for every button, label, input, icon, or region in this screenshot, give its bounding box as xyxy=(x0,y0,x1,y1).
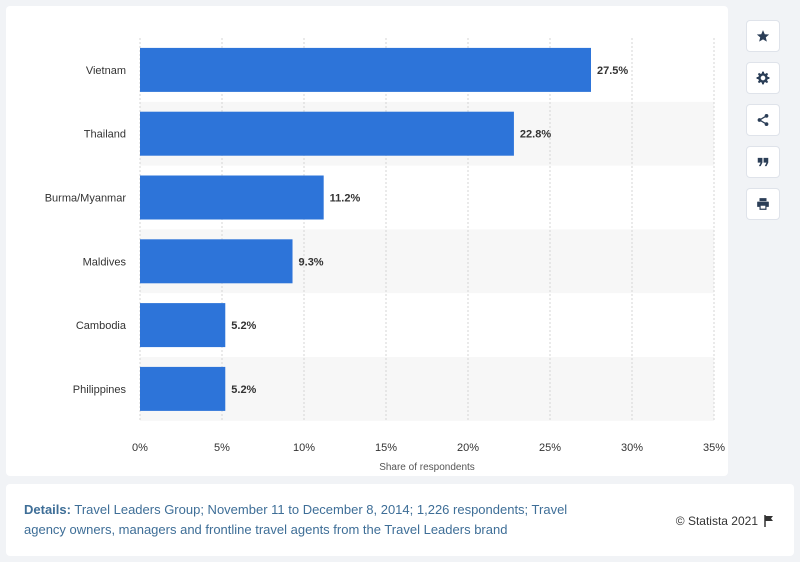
bar-chart: Vietnam 27.5% Thailand 22.8% Burma/Myanmar 11… xyxy=(45,38,725,473)
x-tick-label: 35% xyxy=(703,442,725,454)
category-label: Thailand xyxy=(84,129,126,141)
bar-thailand xyxy=(140,111,514,156)
settings-button[interactable] xyxy=(746,62,780,94)
credit-text[interactable]: © Statista 2021 xyxy=(675,514,758,528)
bar-cambodia xyxy=(140,303,226,348)
x-tick-label: 0% xyxy=(132,442,148,454)
bar-maldives xyxy=(140,239,293,284)
share-icon xyxy=(757,114,769,126)
data-label: 5.2% xyxy=(231,320,256,332)
category-label: Burma/Myanmar xyxy=(45,193,127,205)
details-body: Travel Leaders Group; November 11 to Dec… xyxy=(24,502,568,537)
bar-burma-myanmar xyxy=(140,175,324,220)
side-toolbar xyxy=(746,20,782,230)
x-tick-label: 10% xyxy=(293,442,315,454)
details-text: Details: Travel Leaders Group; November … xyxy=(24,500,584,540)
data-label: 9.3% xyxy=(299,256,324,268)
flag-icon[interactable] xyxy=(764,515,774,527)
x-tick-label: 30% xyxy=(621,442,643,454)
x-axis-label: Share of respondents xyxy=(379,462,475,473)
print-button[interactable] xyxy=(746,188,780,220)
category-label: Vietnam xyxy=(86,65,126,77)
x-tick-label: 5% xyxy=(214,442,230,454)
data-label: 11.2% xyxy=(330,193,361,205)
row-band xyxy=(140,357,714,421)
bar-vietnam xyxy=(140,47,591,92)
quote-icon xyxy=(757,157,769,167)
category-label: Maldives xyxy=(83,256,127,268)
bar-philippines xyxy=(140,366,226,411)
gear-icon xyxy=(756,71,770,85)
statista-credit[interactable]: © Statista 2021 xyxy=(676,514,774,528)
data-label: 5.2% xyxy=(231,384,256,396)
x-tick-label: 15% xyxy=(375,442,397,454)
x-tick-label: 20% xyxy=(457,442,479,454)
category-label: Cambodia xyxy=(76,320,127,332)
share-button[interactable] xyxy=(746,104,780,136)
cite-button[interactable] xyxy=(746,146,780,178)
details-label: Details: xyxy=(24,502,71,517)
print-icon xyxy=(757,198,769,210)
favorite-button[interactable] xyxy=(746,20,780,52)
footer-card xyxy=(6,484,794,556)
category-label: Philippines xyxy=(73,384,127,396)
x-tick-label: 25% xyxy=(539,442,561,454)
data-label: 27.5% xyxy=(597,65,628,77)
star-icon xyxy=(756,30,770,42)
data-label: 22.8% xyxy=(520,129,551,141)
